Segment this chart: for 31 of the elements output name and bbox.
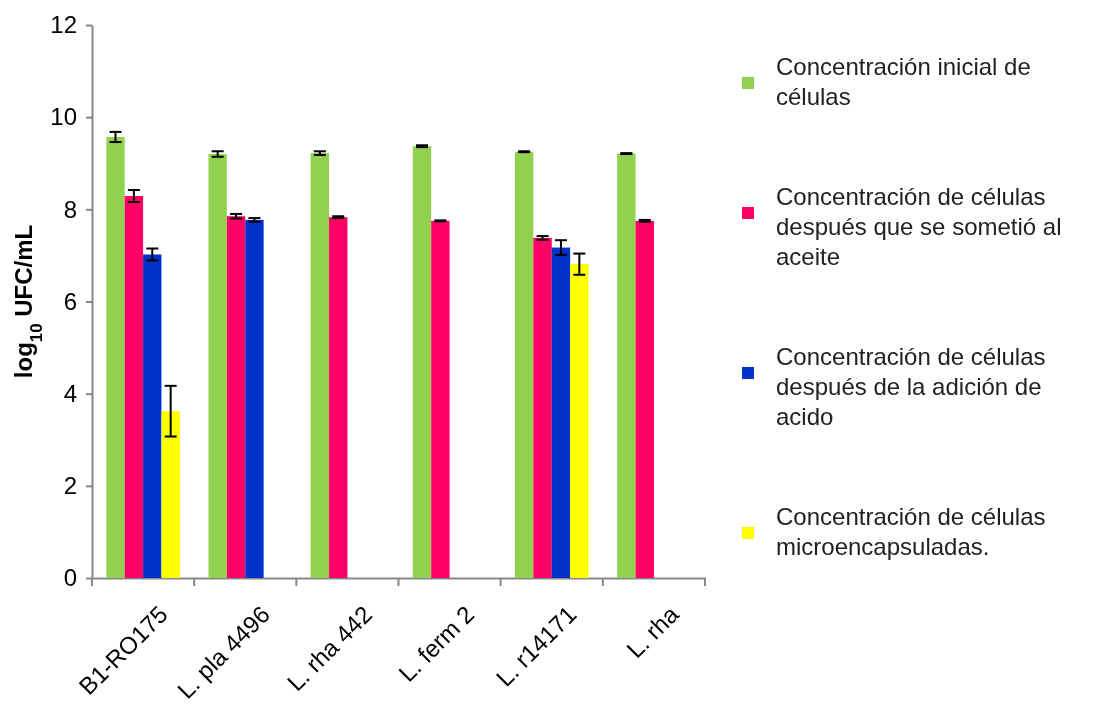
y-tick-label: 2 [63,472,77,500]
bar [533,237,552,578]
bar [226,216,246,578]
bar [245,219,264,578]
y-tick-label: 8 [63,195,77,223]
y-tick-label: 0 [63,564,77,592]
x-tick-label: L. ferm 2 [393,600,480,687]
legend-label: Concentración de células microencapsuladas. [776,503,1046,560]
bar [329,217,348,578]
bar [551,247,571,578]
bar [310,153,330,578]
bar [208,154,227,578]
bar [124,195,144,578]
bar [617,153,636,578]
y-tick-label: 10 [50,103,77,131]
bar [161,411,180,578]
legend-label: Concentración de células después de la adición de acido [776,343,1046,430]
bar [514,151,534,578]
bar [106,136,125,578]
bar [412,146,432,578]
y-tick-label: 12 [50,11,77,39]
legend-label: Concentración inicial de células [776,53,1031,110]
y-tick-label: 4 [63,379,77,407]
y-tick-label: 6 [63,287,77,315]
x-tick-label: L. rha [621,600,685,664]
bar [143,254,162,578]
x-tick-label: L. rha 442 [281,600,378,697]
bar [635,220,654,578]
legend-label: Concentración de células después que se sometió al aceite [776,183,1062,270]
bar [570,264,589,578]
bar [431,220,450,578]
